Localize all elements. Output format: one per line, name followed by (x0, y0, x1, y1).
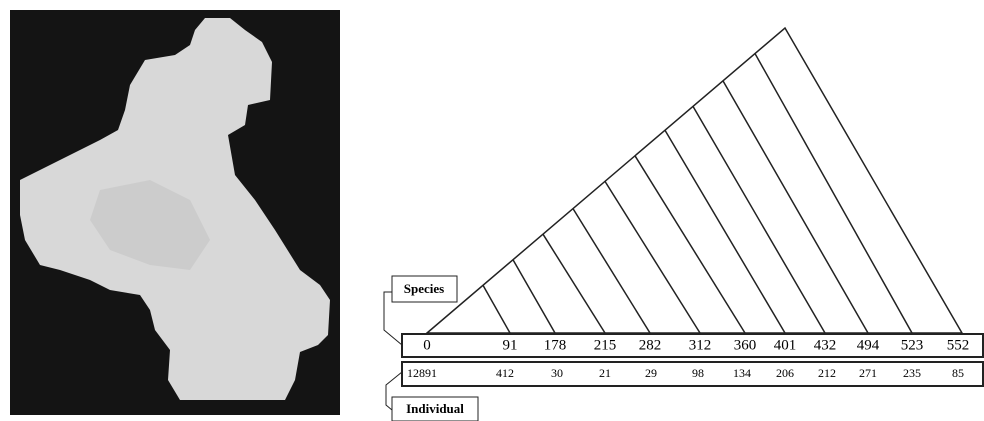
divider (693, 106, 825, 333)
divider (635, 156, 745, 333)
species-count: 312 (689, 337, 712, 353)
species-count: 360 (734, 337, 757, 353)
divider (483, 285, 510, 333)
divider (513, 260, 555, 333)
species-count: 178 (544, 337, 567, 353)
individual-count: 85 (952, 366, 964, 380)
individual-count: 29 (645, 366, 657, 380)
individual-count: 271 (859, 366, 877, 380)
individual-label: Individual (406, 401, 464, 416)
species-count: 494 (857, 337, 880, 353)
divider (605, 181, 700, 333)
species-count: 215 (594, 337, 617, 353)
individual-count: 12891 (407, 366, 437, 380)
divider (755, 54, 912, 333)
divider (573, 209, 650, 333)
species-count: 523 (901, 337, 924, 353)
individual-bracket (386, 372, 402, 410)
dividers (483, 54, 912, 333)
divider (543, 234, 605, 333)
individual-count: 412 (496, 366, 514, 380)
individual-count: 98 (692, 366, 704, 380)
number-rows: 0 91 178 215 282 312 360 401 432 494 523 552 12891 41… (407, 337, 969, 379)
species-count: 432 (814, 337, 837, 353)
individual-count: 206 (776, 366, 794, 380)
individual-count: 30 (551, 366, 563, 380)
individual-count: 235 (903, 366, 921, 380)
species-bracket (384, 292, 402, 345)
figure: Species Individual 0 91 178 215 282 312 360 401… (0, 0, 984, 421)
species-count: 282 (639, 337, 662, 353)
individual-count: 212 (818, 366, 836, 380)
individual-count: 134 (733, 366, 751, 380)
divider (723, 81, 868, 333)
individual-count: 21 (599, 366, 611, 380)
species-label: Species (404, 281, 444, 296)
species-count: 0 (423, 337, 431, 353)
species-count: 552 (947, 337, 970, 353)
species-count: 91 (503, 337, 518, 353)
species-count: 401 (774, 337, 797, 353)
